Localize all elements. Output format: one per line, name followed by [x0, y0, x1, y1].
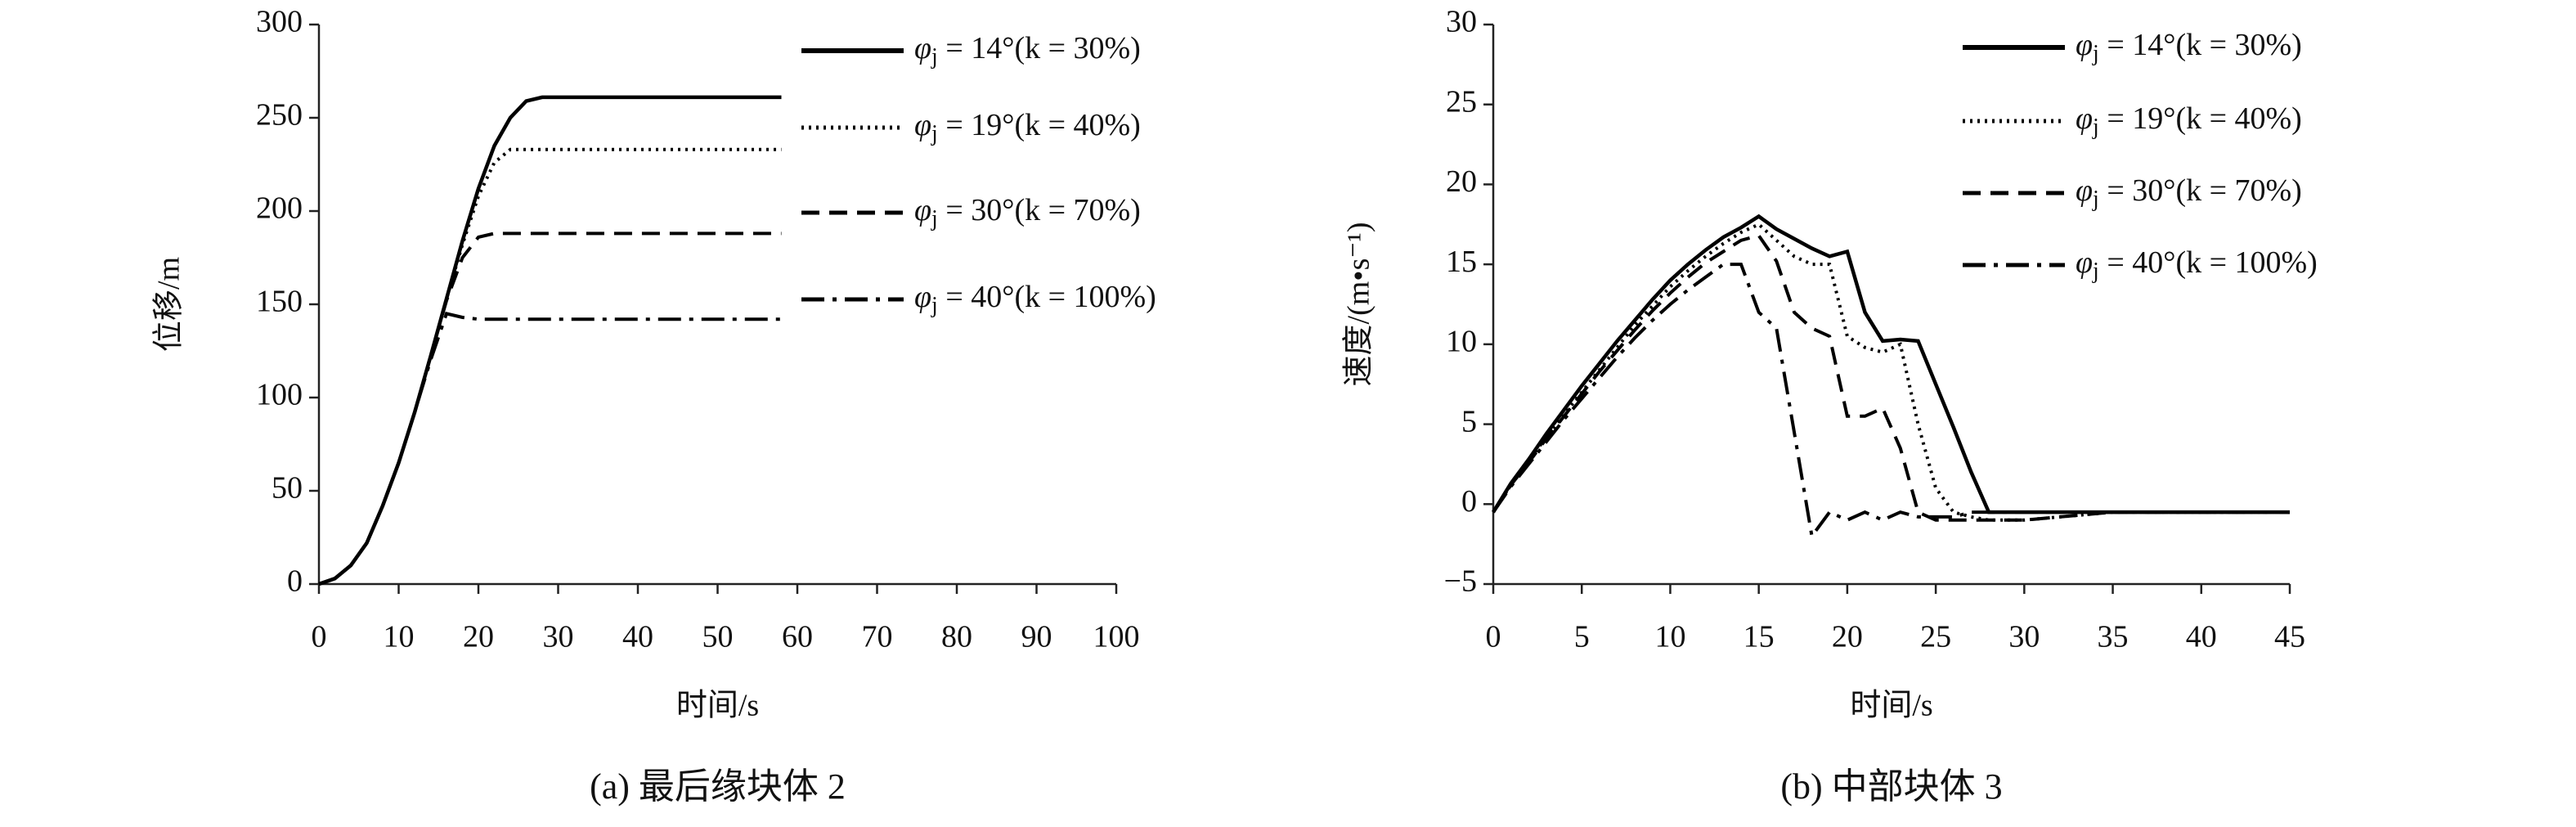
y-tick-label: −5 [1444, 564, 1477, 599]
y-tick-label: 25 [1446, 84, 1477, 119]
x-tick-label: 70 [862, 620, 893, 654]
x-tick-label: 90 [1021, 620, 1052, 654]
y-tick-label: 20 [1446, 164, 1477, 199]
x-tick-label: 5 [1574, 620, 1590, 654]
series-line [318, 231, 782, 586]
x-tick-label: 45 [2274, 620, 2305, 654]
y-tick-label: 250 [256, 98, 303, 133]
x-tick-label: 25 [1920, 620, 1951, 654]
y-tick-label: 30 [1446, 5, 1477, 39]
y-tick-label: 5 [1461, 404, 1477, 438]
series-line [318, 95, 782, 587]
legend-label: φj = 19°(k = 40%) [2076, 101, 2302, 141]
y-tick-label: 100 [256, 378, 303, 412]
caption: (a) 最后缘块体 2 [590, 766, 846, 807]
y-tick-label: 300 [256, 5, 303, 39]
legend-label: φj = 40°(k = 100%) [914, 280, 1156, 319]
caption: (b) 中部块体 3 [1780, 766, 2002, 807]
x-tick-label: 15 [1744, 620, 1775, 654]
x-tick-label: 50 [702, 620, 734, 654]
y-axis-title: 位移/m [152, 257, 186, 352]
series-line [318, 312, 782, 586]
legend-label: φj = 30°(k = 70%) [914, 193, 1141, 232]
y-tick-label: 0 [1461, 484, 1477, 519]
y-tick-label: 150 [256, 285, 303, 319]
x-tick-label: 10 [384, 620, 415, 654]
x-tick-label: 20 [1832, 620, 1863, 654]
legend-label: φj = 19°(k = 40%) [914, 108, 1141, 147]
series-line [1492, 233, 2290, 522]
x-tick-label: 20 [463, 620, 494, 654]
legend-label: φj = 14°(k = 30%) [2076, 28, 2302, 67]
x-tick-label: 10 [1654, 620, 1685, 654]
x-tick-label: 100 [1093, 620, 1140, 654]
x-tick-label: 0 [312, 620, 327, 654]
y-tick-label: 50 [272, 471, 303, 506]
y-tick-label: 10 [1446, 325, 1477, 359]
x-tick-label: 30 [2008, 620, 2040, 654]
series-line [1492, 263, 2290, 541]
legend-label: φj = 40°(k = 100%) [2076, 245, 2318, 285]
x-tick-label: 0 [1486, 620, 1501, 654]
y-tick-label: 0 [287, 564, 303, 599]
legend-label: φj = 30°(k = 70%) [2076, 173, 2302, 213]
x-axis-title: 时间/s [1850, 689, 1932, 723]
series-line [318, 147, 782, 586]
x-tick-label: 35 [2098, 620, 2129, 654]
x-tick-label: 80 [941, 620, 972, 654]
y-tick-label: 15 [1446, 245, 1477, 279]
x-tick-label: 60 [782, 620, 813, 654]
legend-label: φj = 14°(k = 30%) [914, 31, 1141, 70]
x-tick-label: 40 [2186, 620, 2217, 654]
series-line [1492, 213, 2290, 515]
y-axis-title: 速度/(m•s⁻¹) [1342, 222, 1376, 387]
x-axis-title: 时间/s [676, 689, 759, 723]
y-tick-label: 200 [256, 191, 303, 226]
x-tick-label: 40 [622, 620, 653, 654]
x-tick-label: 30 [543, 620, 574, 654]
